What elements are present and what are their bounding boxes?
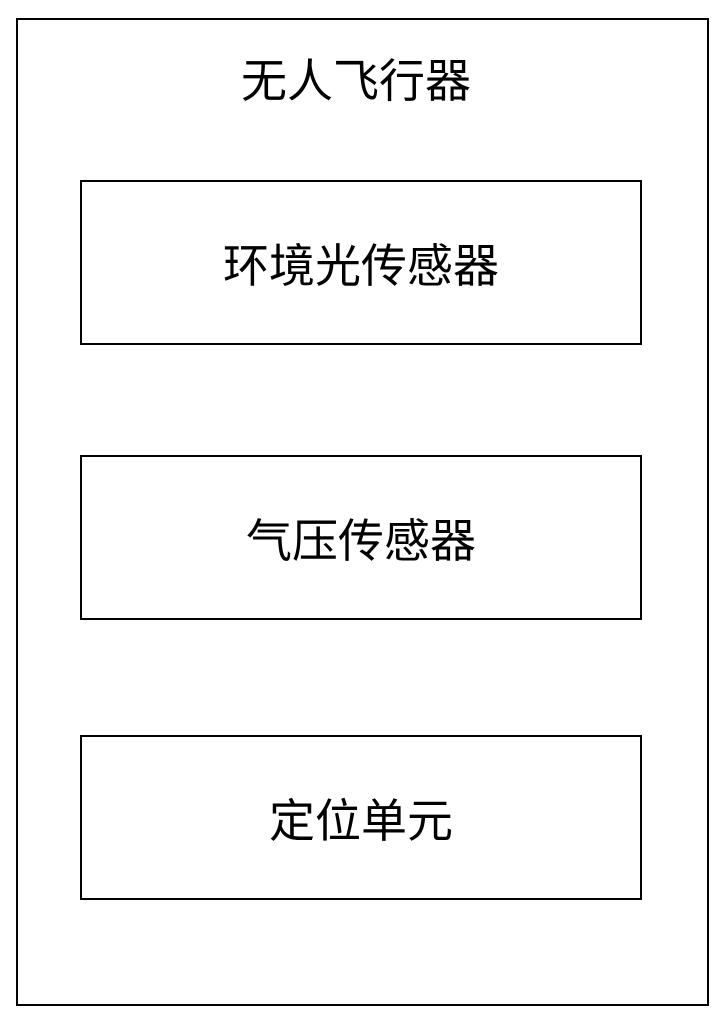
component-label: 气压传感器 <box>246 505 476 571</box>
component-label: 定位单元 <box>269 785 453 851</box>
component-ambient-light-sensor: 环境光传感器 <box>80 180 642 345</box>
component-pressure-sensor: 气压传感器 <box>80 455 642 620</box>
component-positioning-unit: 定位单元 <box>80 735 642 900</box>
diagram-title: 无人飞行器 <box>241 45 471 111</box>
component-label: 环境光传感器 <box>223 230 499 296</box>
